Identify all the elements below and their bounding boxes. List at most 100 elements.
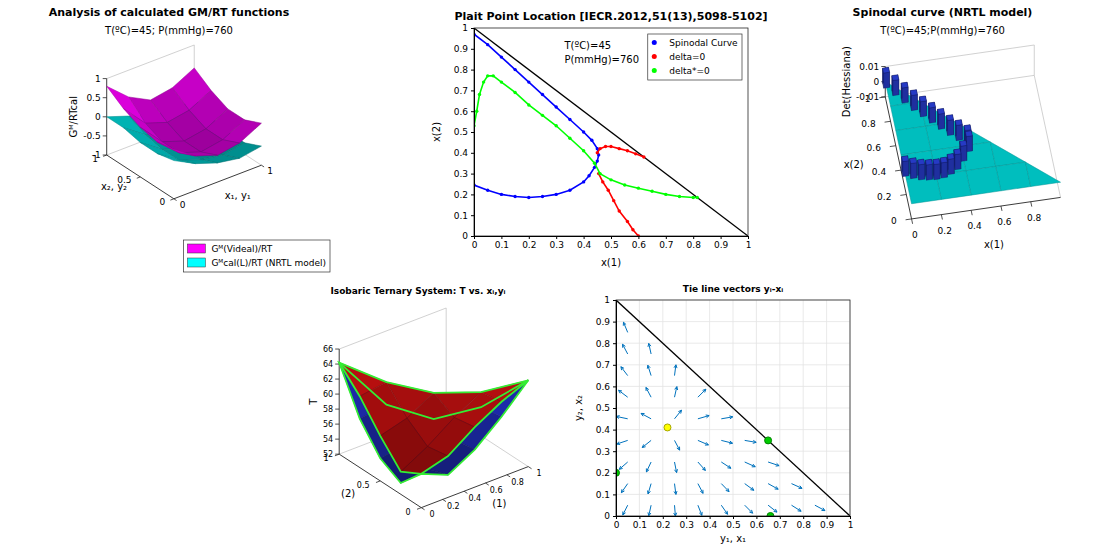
vector-arrow	[698, 415, 709, 419]
series-point	[696, 196, 699, 199]
tick-label: -0.5	[83, 131, 101, 141]
vector-arrow	[674, 462, 677, 473]
chart-title: Tie line vectors yᵢ-xᵢ	[683, 284, 783, 294]
bar-face	[966, 136, 972, 152]
tick-mark	[335, 454, 339, 455]
surface-face	[123, 109, 162, 142]
tick-label: 0.6	[454, 107, 469, 117]
series-point	[541, 195, 544, 198]
tick-label: 0.4	[967, 221, 982, 231]
tick-mark	[471, 28, 474, 29]
legend-entry: delta=0	[652, 52, 706, 62]
z-axis-title: T	[308, 398, 319, 406]
series-point	[642, 155, 645, 158]
tick-label: 0.7	[596, 360, 610, 370]
tick-label: 0.01	[859, 62, 879, 72]
series-point	[486, 189, 489, 192]
bar-face	[955, 154, 961, 170]
boundary-line	[616, 300, 850, 516]
legend-label: delta=0	[669, 52, 705, 62]
plot-data	[883, 67, 1061, 203]
tick-mark	[890, 145, 896, 147]
tick-label: 0	[874, 77, 880, 87]
bar-face	[930, 107, 936, 123]
bar-face	[928, 102, 935, 108]
tick-label: 1	[848, 520, 854, 530]
bar-face	[910, 158, 917, 164]
tick: 1	[462, 23, 474, 33]
bar-face	[902, 87, 908, 103]
bar-face	[910, 90, 917, 96]
bar-face	[926, 164, 932, 180]
tick-label: 1	[462, 23, 468, 33]
tick-label: 0.4	[872, 167, 887, 177]
bar-face	[892, 75, 899, 81]
tick: 0.6	[596, 382, 616, 392]
tick-mark	[686, 516, 687, 519]
tick-label: 0.7	[773, 520, 787, 530]
marker-point	[767, 513, 774, 517]
vector-arrow	[616, 416, 627, 419]
tick-mark	[501, 236, 502, 239]
tick-mark	[900, 194, 906, 196]
y-axis: 00.10.20.30.40.50.60.70.80.91	[596, 295, 617, 521]
series-line	[597, 147, 644, 236]
panel-3d: Spinodal curve (NRTL model)T(ºC)=45;P(mm…	[841, 6, 1061, 250]
vector-arrow	[648, 343, 651, 354]
tick-label: 0.2	[596, 468, 610, 478]
tick-label: 0.5	[86, 93, 100, 103]
vector-arrow	[768, 484, 778, 490]
vector-arrow	[721, 440, 732, 444]
tick-label: 0.8	[687, 240, 702, 250]
tick-mark	[103, 97, 107, 98]
tick: 1	[746, 236, 752, 250]
series-point	[541, 114, 544, 117]
tick-mark	[613, 343, 616, 344]
grid-line	[616, 429, 850, 430]
grid-line	[616, 321, 850, 322]
tick-mark	[335, 454, 339, 456]
tick-mark	[335, 409, 339, 410]
vector-arrow	[698, 440, 709, 445]
tick-label: 0	[472, 240, 478, 250]
vector-arrow	[792, 505, 802, 511]
series-point	[486, 43, 489, 46]
series-point	[582, 130, 585, 133]
tick-mark	[663, 516, 664, 519]
series-point	[593, 162, 596, 165]
box-edge	[885, 45, 1034, 67]
bar-face	[919, 164, 925, 180]
series-point	[637, 186, 640, 189]
legend-label: Gᴹ(Videal)/RT	[211, 244, 272, 254]
plot-data	[107, 68, 262, 164]
y-axis-title: y₂, x₂	[573, 395, 584, 421]
tick-label: 0.3	[454, 169, 468, 179]
grid-line	[616, 364, 850, 365]
series-point	[650, 190, 653, 193]
vector-arrow	[721, 416, 732, 419]
tick-mark	[748, 236, 749, 239]
tick-mark	[613, 516, 616, 517]
tick-label: 0.9	[820, 520, 835, 530]
tick-label: 0.6	[596, 382, 611, 392]
tick-label: 0.8	[511, 478, 524, 487]
bar-face	[921, 101, 927, 117]
boundary-line	[474, 28, 748, 236]
bar-face	[911, 95, 917, 111]
tick: 0	[604, 511, 616, 521]
tick-label: 0.8	[861, 119, 876, 129]
tick-mark	[613, 451, 616, 452]
tick-label: 0.9	[454, 44, 469, 54]
tick-label: 0	[462, 231, 468, 241]
chart-title: Analysis of calculated GM/RT functions	[49, 6, 290, 19]
marker-point	[664, 424, 671, 431]
tick-mark	[613, 408, 616, 409]
tick-label: 0.5	[726, 520, 740, 530]
vector-arrow	[647, 484, 651, 494]
vector-arrow	[698, 389, 706, 397]
tick-mark	[137, 177, 141, 178]
tick-mark	[613, 322, 616, 323]
legend-entry: delta*=0	[652, 66, 710, 76]
tick-label: 0.6	[867, 143, 882, 153]
series-line	[339, 363, 528, 474]
